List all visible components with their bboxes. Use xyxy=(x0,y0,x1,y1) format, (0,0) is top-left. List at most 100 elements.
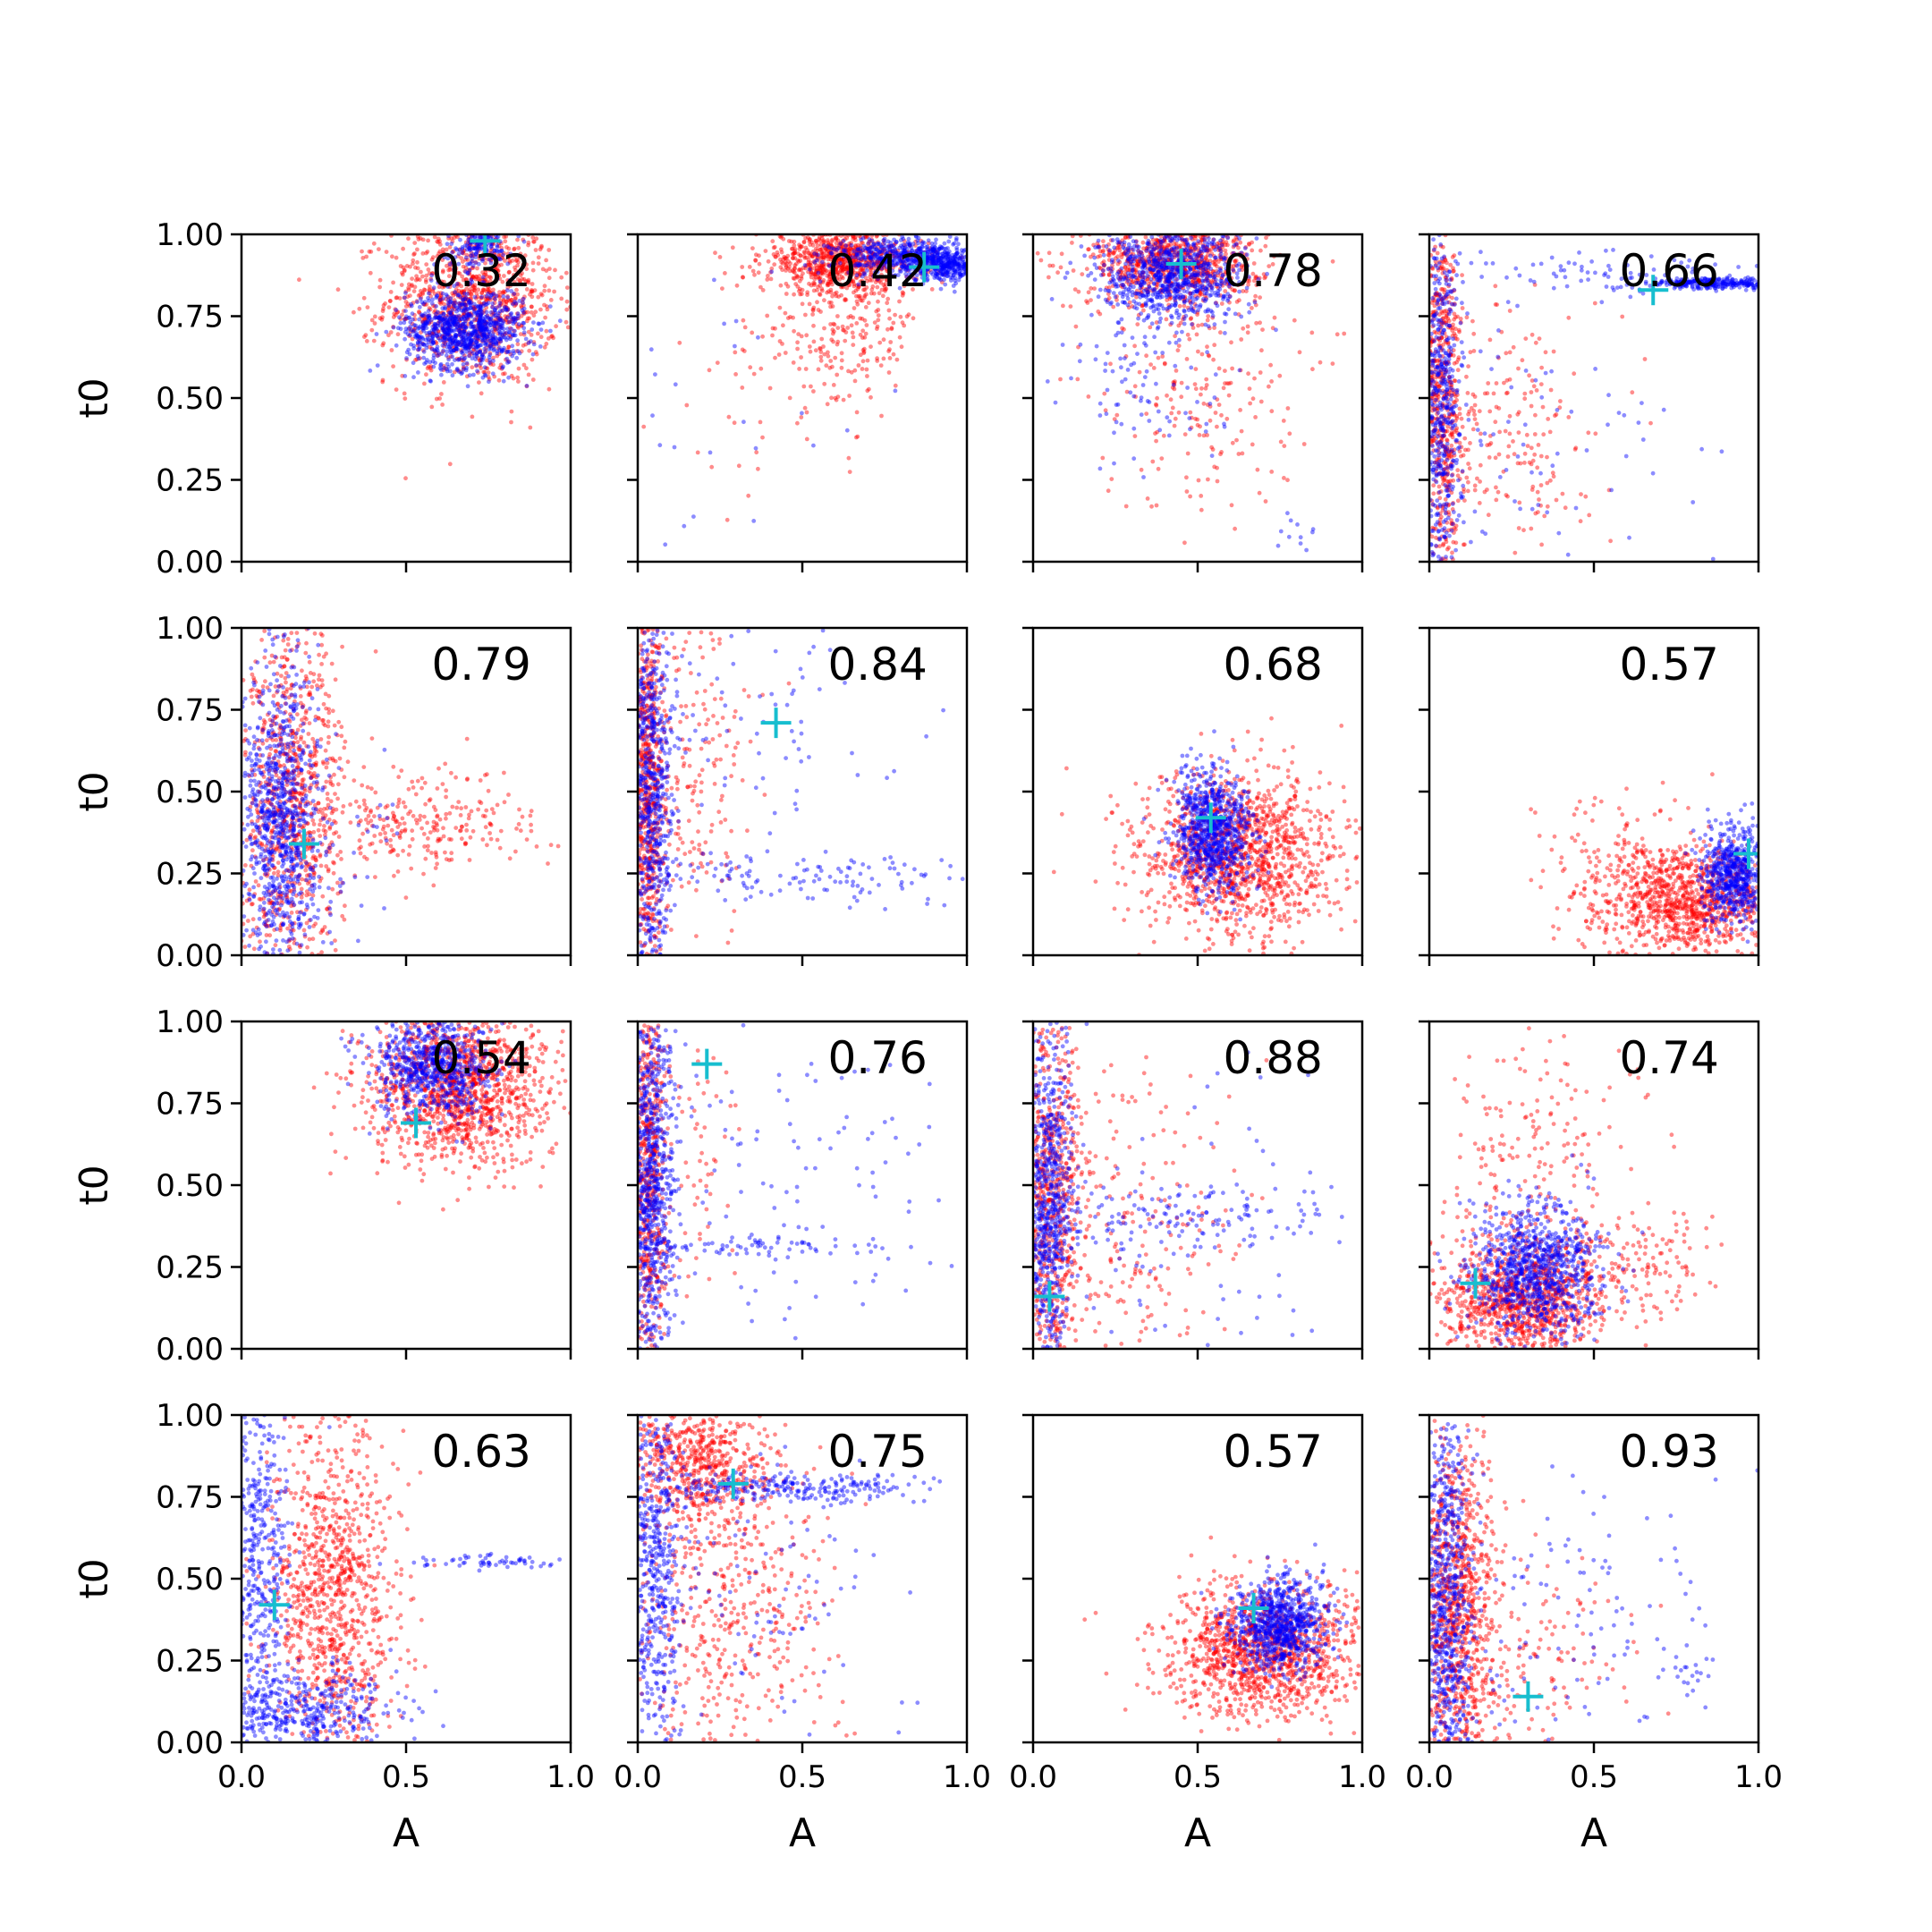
red-point xyxy=(792,267,797,271)
red-point xyxy=(479,332,485,337)
blue-point xyxy=(512,351,516,356)
red-point xyxy=(1144,353,1148,359)
red-point xyxy=(432,304,437,309)
red-point xyxy=(466,321,471,326)
red-point xyxy=(491,311,496,316)
blue-point xyxy=(472,234,478,240)
blue-point xyxy=(800,411,804,416)
red-point xyxy=(507,298,513,303)
red-point xyxy=(481,322,487,326)
red-point xyxy=(1281,419,1286,423)
red-point xyxy=(789,246,794,251)
blue-point xyxy=(425,319,430,324)
blue-point xyxy=(428,378,433,384)
red-point xyxy=(819,250,825,255)
red-point xyxy=(881,242,886,247)
blue-point xyxy=(470,351,476,356)
red-point xyxy=(1184,489,1190,494)
red-point xyxy=(713,250,717,256)
blue-point xyxy=(472,353,477,358)
blue-point xyxy=(495,276,500,281)
blue-point xyxy=(434,333,439,338)
red-point xyxy=(453,349,459,353)
red-point xyxy=(483,272,488,277)
red-point xyxy=(677,340,682,345)
blue-point xyxy=(440,326,445,331)
red-point xyxy=(684,402,690,408)
blue-point xyxy=(648,347,654,352)
red-point xyxy=(506,255,511,260)
panel-points xyxy=(297,234,571,481)
blue-point xyxy=(453,322,457,327)
red-point xyxy=(456,288,462,293)
red-point xyxy=(547,248,552,252)
red-point xyxy=(496,323,501,327)
blue-point xyxy=(501,294,506,299)
blue-point xyxy=(443,342,448,347)
red-point xyxy=(479,291,485,296)
red-point xyxy=(818,358,824,363)
red-point xyxy=(796,267,801,273)
blue-point xyxy=(464,316,470,321)
red-point xyxy=(868,239,873,244)
blue-point xyxy=(423,337,428,343)
red-point xyxy=(462,289,467,293)
blue-point xyxy=(511,317,516,322)
red-point xyxy=(905,268,911,273)
red-point xyxy=(513,317,517,321)
red-point xyxy=(1215,479,1220,484)
red-point xyxy=(854,299,860,304)
blue-point xyxy=(430,334,436,339)
blue-point xyxy=(417,334,421,339)
blue-point xyxy=(673,382,678,387)
blue-point xyxy=(495,349,500,353)
blue-point xyxy=(486,301,491,305)
red-point xyxy=(411,252,416,257)
blue-point xyxy=(462,306,467,311)
red-point xyxy=(821,251,826,257)
red-point xyxy=(514,311,520,316)
blue-point xyxy=(457,332,462,337)
blue-point xyxy=(460,302,465,308)
blue-point xyxy=(436,351,441,355)
red-point xyxy=(852,261,857,267)
red-point xyxy=(470,253,475,258)
blue-point xyxy=(468,306,472,311)
red-point xyxy=(466,317,470,322)
red-point xyxy=(829,395,834,401)
red-point xyxy=(818,292,823,297)
red-point xyxy=(460,292,465,297)
red-point xyxy=(478,328,483,334)
blue-point xyxy=(496,310,501,316)
red-point xyxy=(467,282,471,287)
red-point xyxy=(517,255,522,260)
red-point xyxy=(499,245,504,250)
red-point xyxy=(475,294,480,300)
red-point xyxy=(799,355,803,360)
blue-point xyxy=(455,347,461,352)
red-point xyxy=(1203,256,1208,261)
red-point xyxy=(496,253,502,258)
blue-point xyxy=(475,329,480,335)
red-point xyxy=(412,317,418,322)
blue-point xyxy=(504,331,509,335)
red-point xyxy=(428,364,434,369)
blue-point xyxy=(375,363,380,368)
red-point xyxy=(933,249,937,253)
red-point xyxy=(487,290,492,295)
red-point xyxy=(473,259,479,265)
red-point xyxy=(847,242,852,246)
red-point xyxy=(821,262,826,267)
red-point xyxy=(885,301,890,306)
blue-point xyxy=(475,312,480,318)
red-point xyxy=(482,369,487,375)
red-point xyxy=(1084,299,1089,303)
blue-point xyxy=(504,308,509,312)
red-point xyxy=(437,281,443,286)
red-point xyxy=(869,278,875,283)
blue-point xyxy=(436,335,441,341)
red-point xyxy=(864,367,869,372)
red-point xyxy=(870,250,876,256)
red-point xyxy=(502,250,506,256)
red-point xyxy=(791,251,796,257)
